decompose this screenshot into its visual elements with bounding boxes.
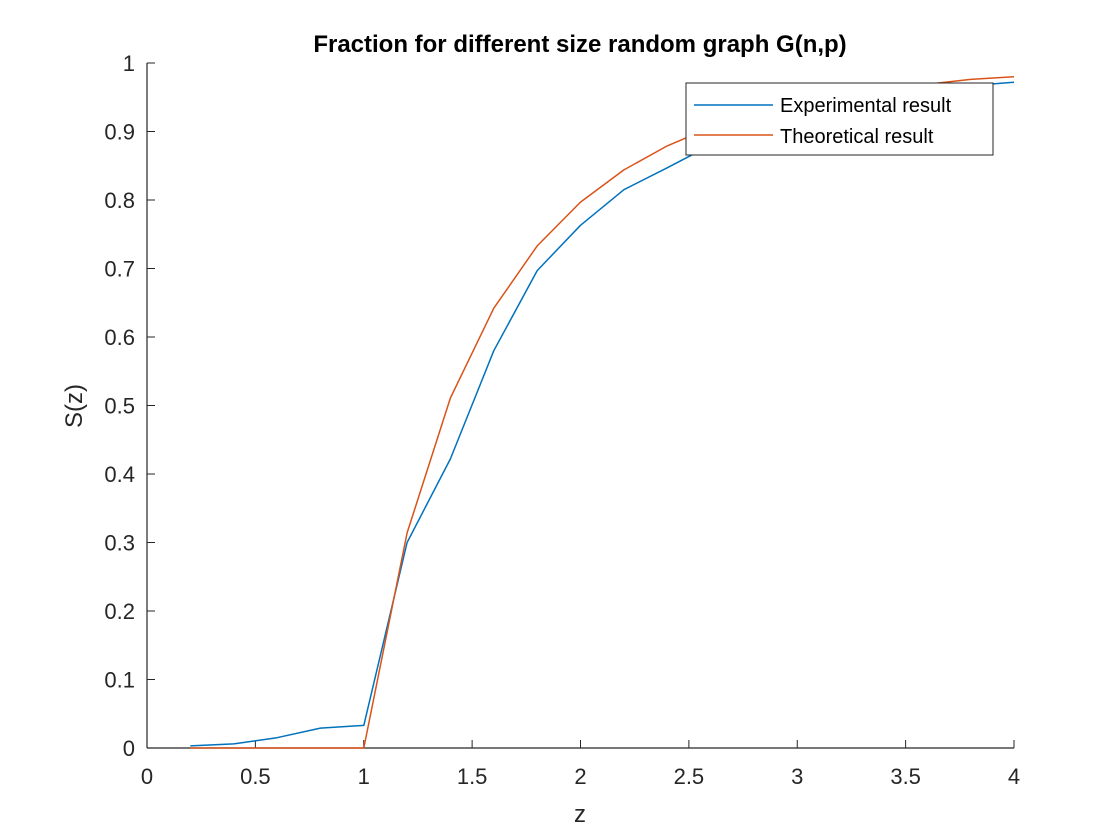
x-tick-label: 4 [1008, 764, 1020, 789]
y-tick-label: 1 [123, 51, 135, 76]
legend: Experimental result Theoretical result [685, 82, 994, 156]
chart-title: Fraction for different size random graph… [313, 31, 846, 58]
y-tick-label: 0.8 [104, 188, 135, 213]
series-line-experimental-result [190, 81, 1015, 747]
x-tick-label: 3 [791, 764, 803, 789]
y-tick-label: 0.6 [104, 325, 135, 350]
y-tick-label: 0 [123, 736, 135, 761]
x-tick-label: 2.5 [674, 764, 705, 789]
y-tick-label: 0.1 [104, 668, 135, 693]
y-tick-label: 0.4 [104, 462, 135, 487]
y-tick-label: 0.5 [104, 394, 135, 419]
legend-label-theoretical: Theoretical result [780, 126, 934, 148]
x-tick-label: 0 [141, 764, 153, 789]
legend-label-experimental: Experimental result [780, 95, 952, 117]
legend-box [685, 82, 994, 156]
y-tick-label: 0.2 [104, 599, 135, 624]
x-ticks: 0 0.5 1 1.5 2 2.5 3 3.5 4 [141, 740, 1020, 789]
x-tick-label: 0.5 [240, 764, 271, 789]
y-tick-label: 0.3 [104, 531, 135, 556]
x-tick-label: 3.5 [890, 764, 921, 789]
plot-area: 0 0.5 1 1.5 2 2.5 3 3.5 4 0 0.1 0.2 0.3 0.4 0.5 0.6 0.7… [104, 51, 1020, 789]
x-tick-label: 1.5 [457, 764, 488, 789]
y-ticks: 0 0.1 0.2 0.3 0.4 0.5 0.6 0.7 0.8 0.9 1 [104, 51, 155, 761]
y-tick-label: 0.9 [104, 120, 135, 145]
y-axis-label: S(z) [61, 384, 88, 428]
y-tick-label: 0.7 [104, 257, 135, 282]
x-tick-label: 2 [574, 764, 586, 789]
series-lines [190, 75, 1015, 749]
series-line-theoretical-result [190, 75, 1015, 749]
x-axis-label: z [574, 801, 586, 828]
x-tick-label: 1 [358, 764, 370, 789]
